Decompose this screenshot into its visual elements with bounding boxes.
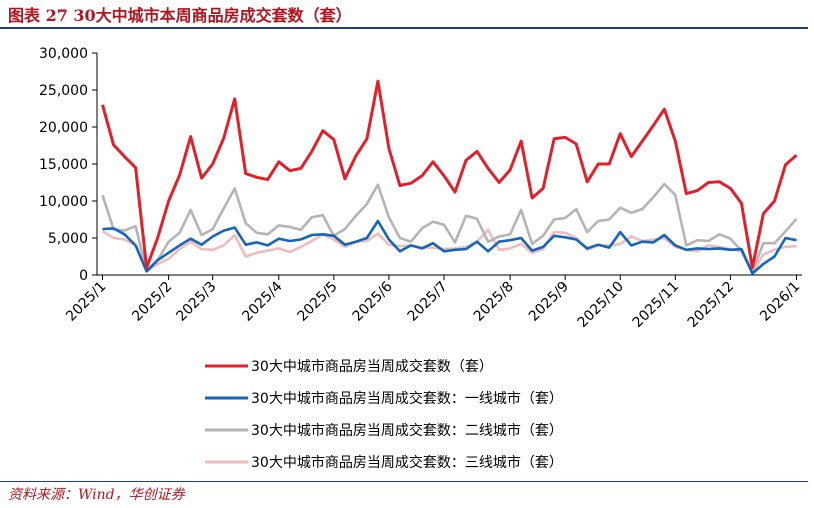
legend-label-tier2: 30大中城市商品房当周成交套数：二线城市（套） <box>251 422 563 439</box>
legend-label-tier3: 30大中城市商品房当周成交套数：三线城市（套） <box>251 454 563 471</box>
x-tick-label: 2025/1 <box>63 279 109 325</box>
series-lines <box>101 79 798 275</box>
y-tick-label: 20,000 <box>39 120 88 136</box>
x-tick-label: 2025/11 <box>630 279 682 331</box>
legend-label-tier1: 30大中城市商品房当周成交套数：一线城市（套） <box>251 390 563 407</box>
y-tick-label: 0 <box>79 268 88 284</box>
x-tick-label: 2025/12 <box>685 279 737 331</box>
y-ticks: 0 5,000 10,000 15,000 20,000 25,000 30,000 <box>39 46 97 284</box>
x-tick-label: 2025/4 <box>239 278 285 324</box>
title-rule <box>0 27 808 29</box>
series-line-total <box>101 79 798 270</box>
y-tick-label: 10,000 <box>39 194 88 210</box>
y-tick-label: 15,000 <box>39 157 88 173</box>
source-rule <box>0 481 808 482</box>
x-tick-label: 2025/7 <box>405 279 451 325</box>
x-tick-label: 2025/3 <box>173 279 219 325</box>
x-tick-label: 2026/1 <box>757 279 803 325</box>
plot-area: 0 5,000 10,000 15,000 20,000 25,000 30,000 202… <box>39 46 814 331</box>
x-tick-label: 2025/9 <box>526 279 572 325</box>
x-tick-label: 2025/6 <box>350 278 396 324</box>
legend: 30大中城市商品房当周成交套数（套） 30大中城市商品房当周成交套数：一线城市（套… <box>205 358 563 471</box>
figure-title: 图表 27 30大中城市本周商品房成交套数（套） <box>8 6 352 25</box>
chart: 0 5,000 10,000 15,000 20,000 25,000 30,000 202… <box>39 46 814 471</box>
x-tick-label: 2025/2 <box>129 279 175 325</box>
y-tick-label: 25,000 <box>39 83 88 99</box>
y-tick-label: 30,000 <box>39 46 88 62</box>
x-tick-label: 2025/8 <box>471 279 517 325</box>
x-tick-label: 2025/10 <box>575 279 627 331</box>
legend-label-total: 30大中城市商品房当周成交套数（套） <box>251 358 493 375</box>
series-line-tier2 <box>101 182 798 273</box>
y-tick-label: 5,000 <box>48 231 88 247</box>
x-tick-label: 2025/5 <box>295 279 341 325</box>
series-line-tier1 <box>102 219 797 275</box>
source-note: 资料来源：Wind，华创证券 <box>8 487 185 503</box>
